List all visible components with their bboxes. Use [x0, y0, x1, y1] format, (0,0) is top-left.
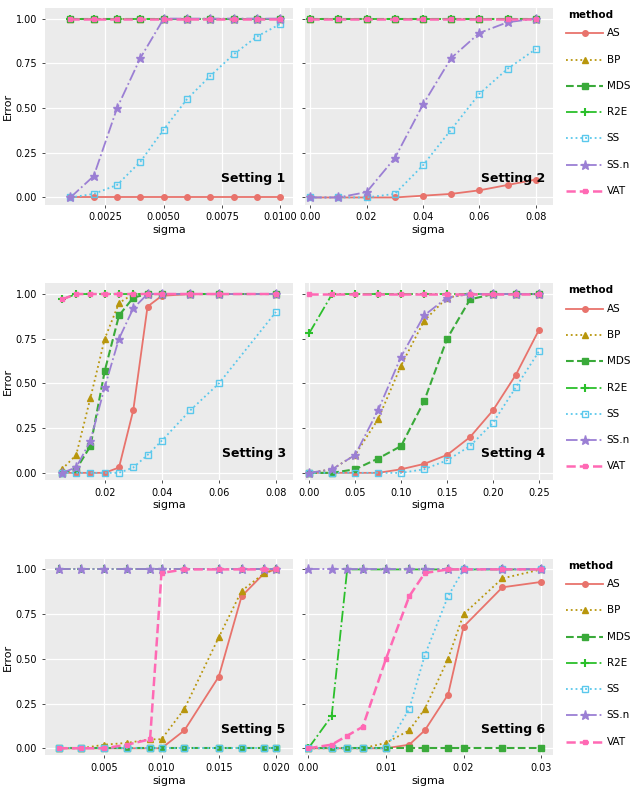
Y-axis label: Error: Error	[3, 93, 13, 119]
Text: VAT: VAT	[607, 461, 626, 471]
X-axis label: sigma: sigma	[152, 776, 186, 785]
Text: MDS: MDS	[607, 356, 630, 366]
Text: R2E: R2E	[607, 383, 627, 392]
Text: SS.n: SS.n	[607, 435, 630, 445]
X-axis label: sigma: sigma	[412, 501, 445, 510]
Text: Setting 4: Setting 4	[481, 448, 545, 460]
Text: SS: SS	[607, 684, 620, 694]
Text: Setting 2: Setting 2	[481, 172, 545, 185]
Text: method: method	[568, 9, 613, 20]
Text: MDS: MDS	[607, 632, 630, 642]
Text: Setting 6: Setting 6	[481, 723, 545, 736]
Text: SS.n: SS.n	[607, 710, 630, 721]
Text: method: method	[568, 286, 613, 295]
Text: AS: AS	[607, 28, 620, 39]
X-axis label: sigma: sigma	[412, 776, 445, 785]
Text: Setting 5: Setting 5	[221, 723, 285, 736]
Text: MDS: MDS	[607, 81, 630, 91]
Text: SS: SS	[607, 409, 620, 418]
Text: Setting 1: Setting 1	[221, 172, 285, 185]
Y-axis label: Error: Error	[3, 368, 13, 396]
X-axis label: sigma: sigma	[152, 501, 186, 510]
Text: Setting 3: Setting 3	[221, 448, 285, 460]
Text: SS.n: SS.n	[607, 160, 630, 169]
Text: BP: BP	[607, 605, 620, 615]
Text: AS: AS	[607, 304, 620, 314]
X-axis label: sigma: sigma	[152, 225, 186, 235]
Text: method: method	[568, 561, 613, 570]
Text: BP: BP	[607, 55, 620, 65]
Text: R2E: R2E	[607, 107, 627, 117]
Y-axis label: Error: Error	[3, 644, 13, 671]
Text: VAT: VAT	[607, 186, 626, 196]
Text: BP: BP	[607, 330, 620, 340]
X-axis label: sigma: sigma	[412, 225, 445, 235]
Text: AS: AS	[607, 579, 620, 589]
Text: SS: SS	[607, 134, 620, 143]
Text: R2E: R2E	[607, 658, 627, 668]
Text: VAT: VAT	[607, 736, 626, 747]
